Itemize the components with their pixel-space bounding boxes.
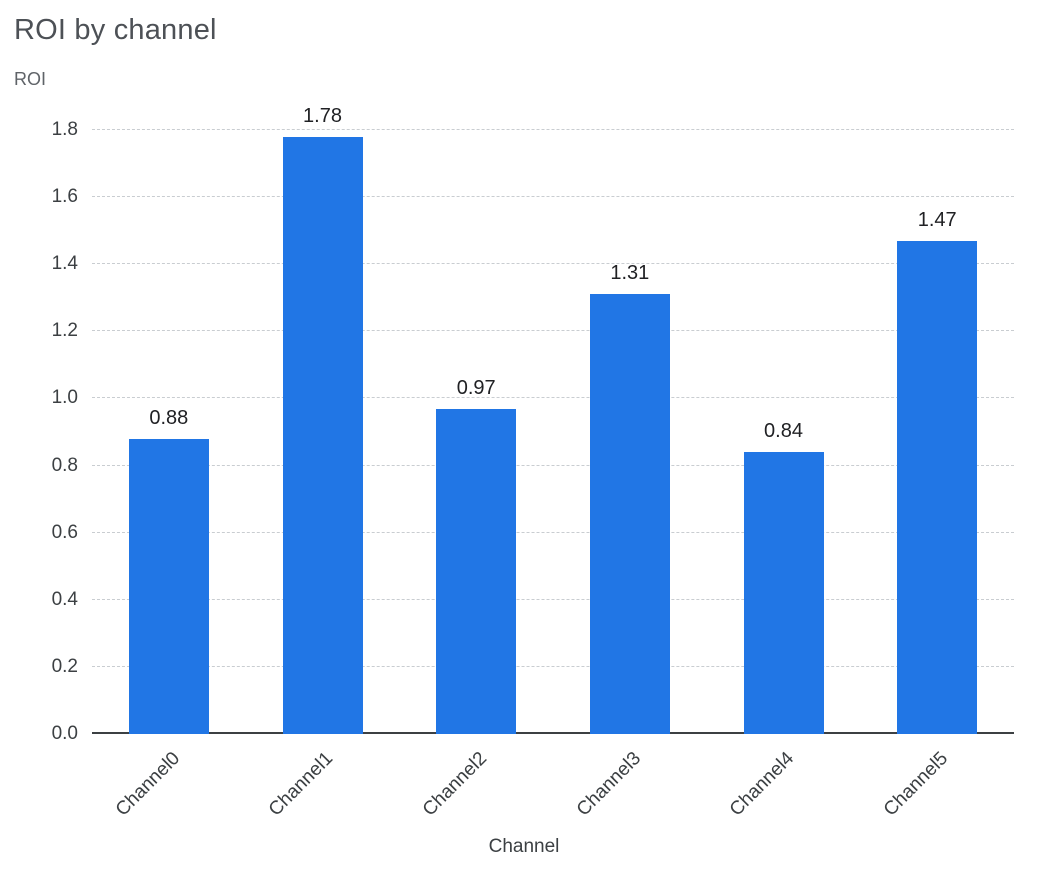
x-category-label: Channel3 — [572, 748, 645, 821]
x-label-slot: Channel4 — [707, 734, 861, 834]
gridline: 0.6 — [52, 522, 1014, 543]
x-label-slot: Channel5 — [860, 734, 1014, 834]
gridline: 1.6 — [52, 186, 1014, 207]
bar-value-label: 1.78 — [303, 104, 342, 127]
chart-body: 0.0 0.2 0.4 0.6 0.8 1.0 1.2 1.4 1.6 1.8 0.88 1.78 0.… — [14, 105, 1034, 858]
gridline: 1.8 — [52, 119, 1014, 140]
x-axis-title: Channel — [488, 836, 560, 857]
bar-slot: 1.47 — [860, 130, 1014, 734]
bar-value-label: 0.97 — [456, 376, 496, 399]
bar-slot: 0.97 — [399, 130, 553, 734]
y-axis-title: ROI — [14, 69, 47, 89]
gridline: 0.2 — [52, 656, 1014, 677]
x-category-label: Channel0 — [111, 748, 184, 821]
y-tick-label: 0.8 — [51, 454, 78, 476]
bar-value-label: 1.31 — [610, 262, 650, 285]
bar-slot: 0.88 — [92, 130, 246, 734]
bar-Channel0[interactable]: 0.88 — [128, 407, 209, 734]
y-tick-label: 1.0 — [51, 387, 78, 409]
bar-value-label: 0.84 — [764, 420, 803, 443]
bar-slot: 1.78 — [246, 105, 400, 734]
x-label-slot: Channel3 — [553, 734, 707, 834]
bar-Channel5[interactable]: 1.47 — [897, 209, 978, 734]
x-category-label: Channel1 — [264, 748, 338, 821]
x-label-slot: Channel1 — [246, 734, 400, 834]
gridline: 0.4 — [52, 589, 1014, 610]
bar-Channel3[interactable]: 1.31 — [589, 262, 670, 734]
x-category-label: Channel2 — [418, 748, 492, 821]
gridline: 0.8 — [52, 455, 1014, 476]
bar-value-label: 0.88 — [149, 406, 189, 429]
gridline: 1.4 — [52, 253, 1014, 274]
plot-area: 0.0 0.2 0.4 0.6 0.8 1.0 1.2 1.4 1.6 1.8 0.88 1.78 0.… — [52, 105, 1014, 744]
x-category-label: Channel5 — [879, 748, 953, 821]
bar-Channel4[interactable]: 0.84 — [743, 420, 824, 734]
chart-title: ROI by channel — [14, 14, 217, 46]
y-tick-label: 1.4 — [51, 253, 78, 275]
bar-Channel2[interactable]: 0.97 — [436, 377, 517, 734]
x-label-slot: Channel2 — [399, 734, 553, 834]
bar-slot: 0.84 — [707, 130, 861, 734]
bar-value-label: 1.47 — [917, 208, 957, 231]
chart-container: ROI by channel ROI 0.0 0.2 0.4 0.6 0.8 1.0 1.2… — [14, 14, 1034, 858]
bar-slot: 1.31 — [553, 130, 707, 734]
x-category-label: Channel4 — [726, 748, 799, 821]
x-label-slot: Channel0 — [92, 734, 246, 834]
y-tick-label: 1.8 — [51, 119, 78, 140]
y-tick-label: 0.4 — [51, 588, 78, 610]
y-tick-label: 1.2 — [51, 320, 78, 342]
y-tick-label: 1.6 — [51, 186, 78, 208]
x-axis-labels: Channel0 Channel1 Channel2 Channel3 Channel4… — [92, 734, 1014, 834]
y-tick-label: 0.6 — [51, 521, 78, 543]
x-axis-line: 0.0 — [52, 723, 1014, 744]
bars-layer: 0.88 1.78 0.97 1.31 0.84 1.47 — [92, 105, 1014, 734]
bar-Channel1[interactable]: 1.78 — [282, 105, 363, 734]
y-tick-label: 0.0 — [51, 723, 78, 744]
gridline: 1.2 — [52, 320, 1014, 341]
gridline: 1.0 — [52, 387, 1014, 408]
y-tick-label: 0.2 — [51, 655, 78, 677]
